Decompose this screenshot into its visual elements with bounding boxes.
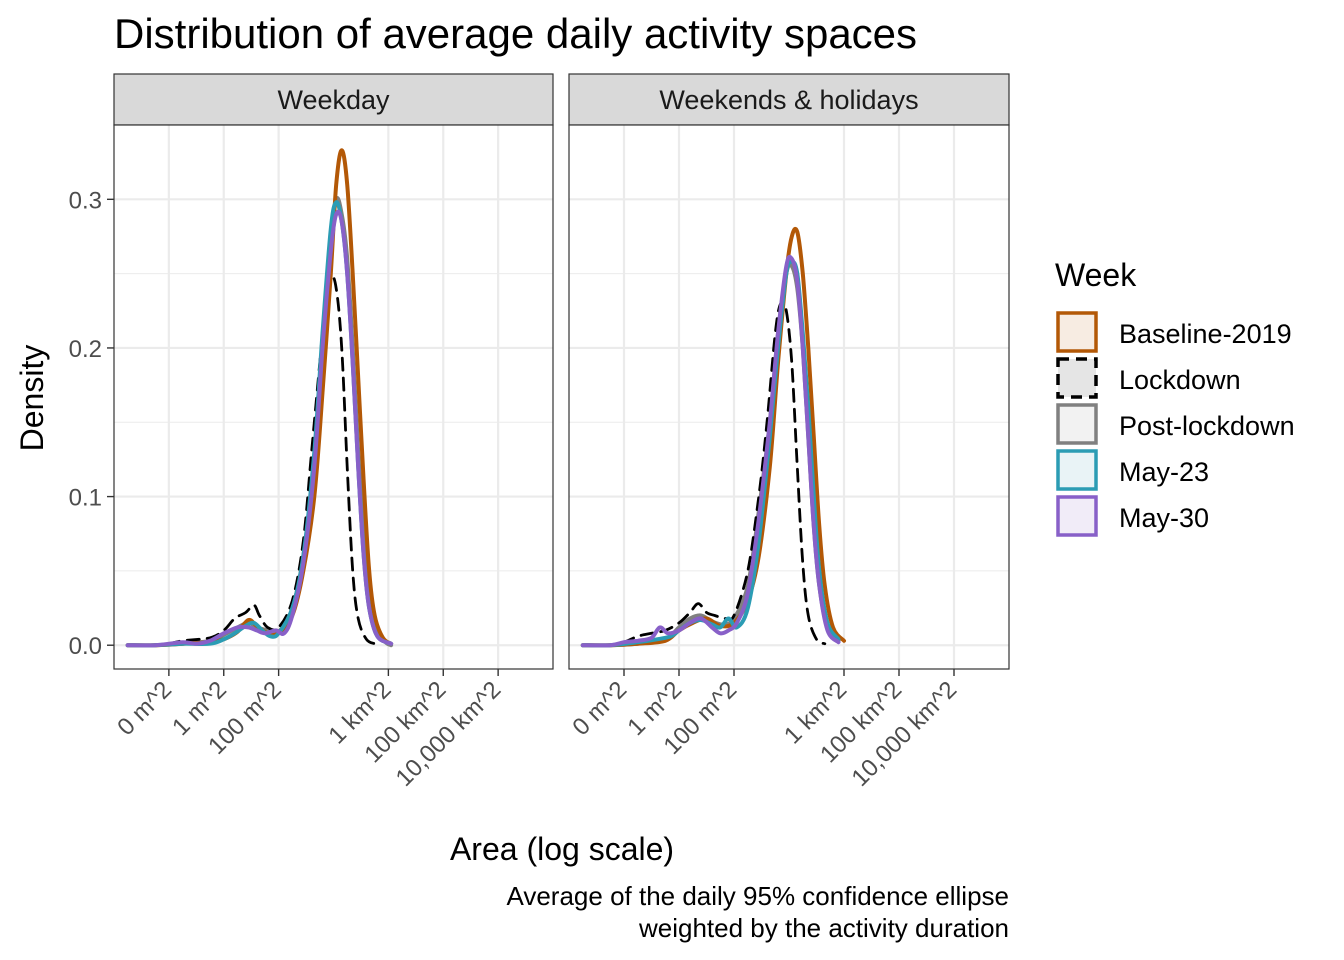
chart-title: Distribution of average daily activity s… <box>114 10 917 57</box>
y-tick-label: 0.2 <box>69 336 102 363</box>
legend-item: May-30 <box>1056 495 1209 537</box>
legend-title: Week <box>1055 257 1137 293</box>
x-tick-label: 0 m^2 <box>112 676 177 741</box>
legend-item: Baseline-2019 <box>1056 311 1292 353</box>
x-axis-label: Area (log scale) <box>450 831 674 867</box>
legend-key <box>1056 495 1098 537</box>
panel-1: Weekends & holidays <box>568 73 1010 670</box>
legend: Week Baseline-2019 Lockdown Post-lockdown M… <box>1055 257 1295 537</box>
series-group <box>580 226 846 648</box>
legend-label: Post-lockdown <box>1119 411 1295 441</box>
panel-border <box>113 124 554 670</box>
panels: Weekday Weekends & holidays <box>113 73 1010 670</box>
legend-label: May-23 <box>1119 457 1209 487</box>
legend-key <box>1056 403 1098 445</box>
facet-strip <box>568 73 1010 126</box>
y-axis: 0.0 0.1 0.2 0.3 <box>69 187 114 660</box>
facet-label: Weekends & holidays <box>659 85 918 115</box>
legend-label: May-30 <box>1119 503 1209 533</box>
y-tick-label: 0.3 <box>69 187 102 214</box>
legend-key <box>1056 449 1098 491</box>
panel-0: Weekday <box>113 73 554 670</box>
legend-item: Lockdown <box>1056 357 1241 399</box>
series-line-lockdown <box>126 274 377 647</box>
facet-label: Weekday <box>277 85 390 115</box>
legend-item: May-23 <box>1056 449 1209 491</box>
legend-label: Baseline-2019 <box>1119 319 1292 349</box>
panel-border <box>568 124 1010 670</box>
caption-line-2: weighted by the activity duration <box>638 913 1009 943</box>
y-tick-label: 0.1 <box>69 485 102 512</box>
legend-key <box>1056 357 1098 399</box>
gridlines <box>569 124 1009 669</box>
y-axis-label: Density <box>14 345 50 452</box>
legend-label: Lockdown <box>1119 365 1241 395</box>
caption-line-1: Average of the daily 95% confidence elli… <box>506 881 1009 911</box>
legend-key <box>1056 311 1098 353</box>
series-group <box>125 148 394 648</box>
y-tick-label: 0.0 <box>69 633 102 660</box>
series-line-may-30 <box>580 254 841 648</box>
facet-strip <box>113 73 554 126</box>
legend-item: Post-lockdown <box>1056 403 1295 445</box>
x-tick-label: 0 m^2 <box>567 676 632 741</box>
plot-background <box>569 125 1009 669</box>
series-line-may-30 <box>125 209 394 648</box>
series-line-lockdown <box>581 300 827 647</box>
